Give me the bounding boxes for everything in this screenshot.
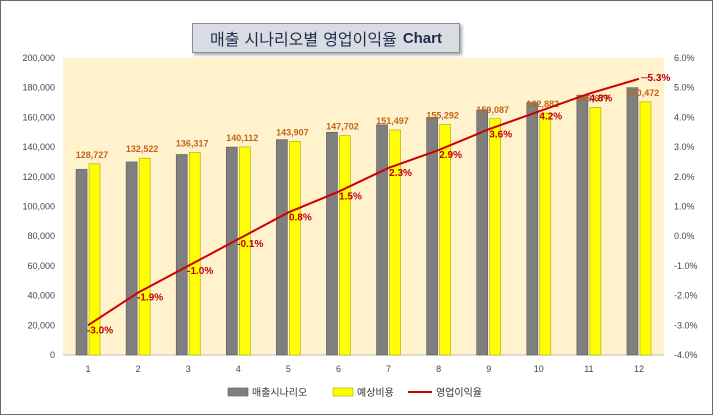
x-tick-label: 2 (136, 364, 141, 374)
y-right-tick-label: -2.0% (674, 291, 698, 301)
y-right-tick-label: -1.0% (674, 261, 698, 271)
x-tick-label: 10 (534, 364, 544, 374)
y-left-tick-label: 120,000 (22, 172, 55, 182)
plot-area (63, 58, 664, 355)
line-data-label: -3.0% (87, 325, 113, 336)
bar-expected-cost (539, 112, 552, 356)
line-data-label: 2.3% (389, 168, 412, 179)
line-data-label: 0.8% (289, 212, 312, 223)
line-data-label: 5.3% (648, 73, 671, 84)
bar-data-label: 132,522 (126, 144, 159, 154)
y-right-tick-label: 5.0% (674, 83, 695, 93)
bar-sales-scenario (476, 109, 489, 356)
line-data-label: 3.6% (489, 129, 512, 140)
bar-sales-scenario (426, 117, 438, 356)
x-tick-label: 8 (436, 364, 441, 374)
line-data-label: -1.0% (187, 266, 213, 277)
bar-expected-cost (489, 118, 502, 356)
y-left-tick-label: 20,000 (27, 320, 55, 330)
legend-swatch-expected-cost (332, 387, 354, 397)
bar-expected-cost (238, 146, 251, 356)
legend-label-sales-scenario: 매출시나리오 (252, 387, 307, 399)
y-left-tick-label: 40,000 (27, 291, 55, 301)
y-left-tick-label: 140,000 (22, 142, 55, 152)
line-data-label: -1.9% (137, 293, 163, 304)
bar-sales-scenario (175, 154, 188, 356)
x-tick-label: 1 (86, 364, 91, 374)
bar-sales-scenario (626, 87, 639, 356)
y-right-tick-label: -4.0% (674, 350, 698, 360)
x-tick-label: 3 (186, 364, 191, 374)
x-tick-label: 9 (486, 364, 491, 374)
y-left-tick-label: 160,000 (22, 112, 55, 122)
y-left-tick-label: 60,000 (27, 261, 55, 271)
chart-title-korean: 매출 시나리오별 영업이익율 (210, 30, 397, 49)
bar-data-label: 140,112 (226, 133, 258, 143)
y-left-tick-label: 100,000 (22, 202, 55, 212)
x-tick-label: 11 (584, 364, 593, 374)
bar-data-label: 128,727 (76, 150, 109, 160)
line-data-label: 4.2% (539, 111, 562, 122)
legend-label-operating-margin: 영업이익율 (436, 386, 482, 399)
y-right-tick-label: 1.0% (674, 202, 695, 212)
bar-expected-cost (138, 157, 151, 356)
y-left-tick-label: 0 (50, 350, 55, 360)
line-data-label: -0.1% (237, 239, 263, 250)
bar-expected-cost (589, 107, 602, 356)
y-left-tick-label: 200,000 (22, 53, 55, 63)
y-right-tick-label: 3.0% (674, 142, 695, 152)
bar-data-label: 143,907 (276, 127, 309, 137)
bar-expected-cost (339, 135, 351, 356)
bar-data-label: 162,882 (527, 99, 560, 109)
bar-sales-scenario (376, 124, 388, 356)
bar-sales-scenario (326, 131, 338, 356)
legend-swatch-sales-scenario (227, 387, 249, 397)
bar-sales-scenario (576, 94, 589, 356)
bar-data-label: 170,472 (627, 88, 660, 98)
bar-expected-cost (88, 163, 101, 356)
bar-expected-cost (639, 101, 652, 356)
y-right-tick-label: 0.0% (674, 231, 695, 241)
x-tick-label: 7 (386, 364, 391, 374)
x-tick-label: 6 (336, 364, 341, 374)
x-tick-label: 12 (634, 364, 644, 374)
line-data-label: 2.9% (439, 150, 462, 161)
line-data-label: 1.5% (339, 192, 362, 203)
bar-sales-scenario (526, 102, 539, 356)
bar-expected-cost (439, 124, 451, 356)
y-right-tick-label: -3.0% (674, 320, 698, 330)
bar-data-label: 151,497 (376, 116, 409, 126)
y-left-tick-label: 180,000 (22, 83, 55, 93)
bar-expected-cost (289, 140, 301, 356)
bar-expected-cost (188, 152, 201, 356)
bar-data-label: 136,317 (176, 139, 209, 149)
bar-data-label: 147,702 (326, 122, 359, 132)
bar-sales-scenario (125, 161, 138, 356)
y-right-tick-label: 4.0% (674, 112, 695, 122)
line-data-label: 4.8% (589, 94, 612, 105)
x-tick-label: 5 (286, 364, 291, 374)
bar-expected-cost (389, 129, 401, 356)
legend-label-expected-cost: 예상비용 (357, 387, 394, 399)
bar-data-label: 159,087 (476, 105, 509, 115)
y-right-tick-label: 2.0% (674, 172, 695, 182)
chart-title: 매출 시나리오별 영업이익율 Chart (192, 23, 460, 53)
y-right-tick-label: 6.0% (674, 53, 695, 63)
bar-sales-scenario (225, 146, 238, 356)
bar-data-label: 155,292 (426, 110, 459, 120)
bar-data-label: 166,677 (577, 93, 610, 103)
chart-title-english: Chart (402, 29, 442, 47)
bar-sales-scenario (75, 169, 88, 356)
line-operating-margin (87, 77, 640, 327)
y-left-tick-label: 80,000 (27, 231, 55, 241)
bar-sales-scenario (276, 139, 288, 356)
x-tick-label: 4 (236, 364, 241, 374)
